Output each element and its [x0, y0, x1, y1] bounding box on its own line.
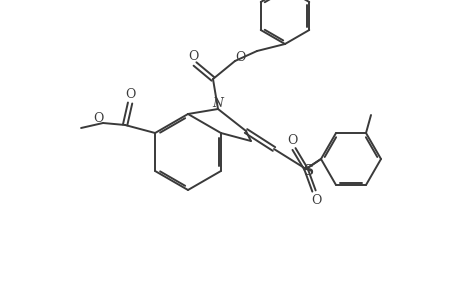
Text: O: O — [93, 112, 103, 124]
Text: O: O — [187, 50, 198, 62]
Text: O: O — [286, 134, 297, 146]
Text: O: O — [310, 194, 320, 206]
Text: N: N — [212, 97, 223, 110]
Text: O: O — [125, 88, 135, 100]
Text: S: S — [302, 164, 312, 178]
Text: O: O — [234, 50, 245, 64]
